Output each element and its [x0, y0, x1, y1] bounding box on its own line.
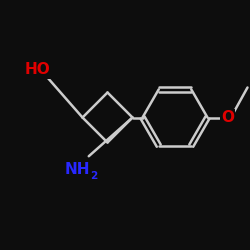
Text: 2: 2 [90, 171, 98, 181]
Text: NH: NH [64, 162, 90, 178]
Text: HO: HO [24, 62, 50, 78]
Text: O: O [221, 110, 234, 125]
